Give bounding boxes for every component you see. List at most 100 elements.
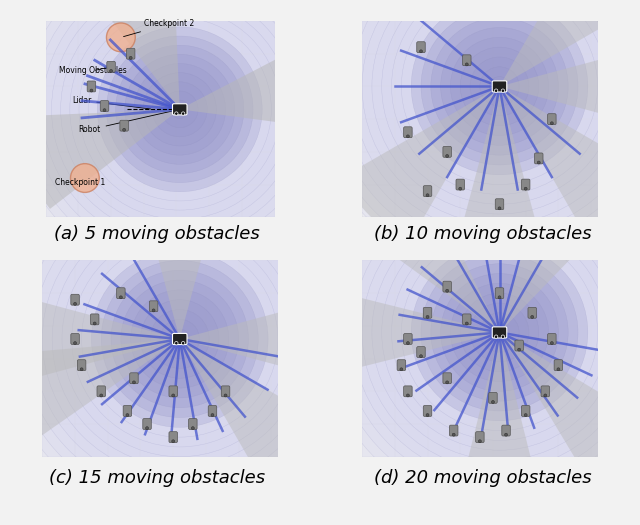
Text: Robot: Robot xyxy=(78,110,177,134)
FancyBboxPatch shape xyxy=(173,333,187,344)
FancyBboxPatch shape xyxy=(71,295,79,305)
Circle shape xyxy=(160,319,200,359)
Circle shape xyxy=(42,202,317,476)
Circle shape xyxy=(70,164,99,193)
Circle shape xyxy=(352,185,640,480)
Circle shape xyxy=(524,414,527,416)
Circle shape xyxy=(419,355,422,358)
Circle shape xyxy=(401,0,598,185)
Circle shape xyxy=(470,57,529,116)
Circle shape xyxy=(445,289,449,292)
Circle shape xyxy=(303,0,640,282)
Circle shape xyxy=(74,302,77,306)
Circle shape xyxy=(70,0,290,219)
Circle shape xyxy=(440,274,558,391)
Wedge shape xyxy=(180,34,343,131)
Circle shape xyxy=(33,192,327,486)
Circle shape xyxy=(175,112,178,116)
Circle shape xyxy=(421,254,578,411)
Circle shape xyxy=(440,27,558,145)
Circle shape xyxy=(72,231,288,447)
Circle shape xyxy=(431,18,568,155)
FancyBboxPatch shape xyxy=(127,48,135,59)
Circle shape xyxy=(303,136,640,525)
Circle shape xyxy=(538,161,540,164)
Circle shape xyxy=(333,165,640,499)
FancyBboxPatch shape xyxy=(534,153,543,164)
Circle shape xyxy=(452,433,455,436)
FancyBboxPatch shape xyxy=(548,114,556,124)
Circle shape xyxy=(145,427,148,429)
Circle shape xyxy=(82,241,278,437)
Text: (c) 15 moving obstacles: (c) 15 moving obstacles xyxy=(49,469,265,487)
Circle shape xyxy=(381,0,617,204)
Text: (d) 20 moving obstacles: (d) 20 moving obstacles xyxy=(374,469,592,487)
Circle shape xyxy=(6,0,354,284)
Circle shape xyxy=(103,109,106,112)
Circle shape xyxy=(362,0,637,224)
Circle shape xyxy=(126,414,129,416)
Wedge shape xyxy=(0,339,180,444)
Circle shape xyxy=(518,348,520,351)
Circle shape xyxy=(480,313,519,352)
Circle shape xyxy=(0,152,366,525)
Circle shape xyxy=(100,394,102,397)
Circle shape xyxy=(88,18,271,201)
Circle shape xyxy=(426,194,429,197)
Circle shape xyxy=(132,381,136,384)
FancyBboxPatch shape xyxy=(90,314,99,325)
Circle shape xyxy=(401,234,598,430)
FancyBboxPatch shape xyxy=(130,373,138,384)
Wedge shape xyxy=(80,0,180,109)
Circle shape xyxy=(524,187,527,190)
Wedge shape xyxy=(499,0,640,87)
Text: Lidar: Lidar xyxy=(72,96,151,109)
Circle shape xyxy=(170,329,189,349)
FancyBboxPatch shape xyxy=(515,340,524,351)
Circle shape xyxy=(0,143,376,525)
FancyBboxPatch shape xyxy=(169,432,177,443)
Wedge shape xyxy=(455,332,544,516)
Circle shape xyxy=(0,0,363,292)
Circle shape xyxy=(465,322,468,325)
Circle shape xyxy=(15,0,344,274)
Wedge shape xyxy=(180,339,339,498)
Circle shape xyxy=(80,368,83,371)
Circle shape xyxy=(62,221,298,457)
FancyBboxPatch shape xyxy=(423,405,432,416)
Circle shape xyxy=(362,195,637,470)
Circle shape xyxy=(24,0,335,265)
FancyBboxPatch shape xyxy=(548,333,556,344)
Circle shape xyxy=(544,394,547,397)
Circle shape xyxy=(211,414,214,416)
Circle shape xyxy=(421,8,578,165)
Circle shape xyxy=(342,175,640,489)
FancyBboxPatch shape xyxy=(443,146,451,158)
FancyBboxPatch shape xyxy=(463,314,471,325)
Circle shape xyxy=(61,0,299,228)
Circle shape xyxy=(182,342,185,345)
Circle shape xyxy=(74,342,77,344)
Circle shape xyxy=(42,0,317,247)
Circle shape xyxy=(116,45,244,173)
Circle shape xyxy=(313,146,640,519)
Wedge shape xyxy=(0,291,180,386)
Circle shape xyxy=(400,368,403,371)
Circle shape xyxy=(93,322,96,325)
Circle shape xyxy=(406,394,410,397)
Circle shape xyxy=(465,63,468,66)
Circle shape xyxy=(550,122,554,125)
FancyBboxPatch shape xyxy=(495,199,504,209)
Circle shape xyxy=(490,323,509,342)
Circle shape xyxy=(498,207,501,210)
Circle shape xyxy=(106,36,253,183)
Circle shape xyxy=(411,0,588,175)
FancyBboxPatch shape xyxy=(489,392,497,403)
Circle shape xyxy=(152,82,207,137)
Circle shape xyxy=(411,244,588,421)
Circle shape xyxy=(152,309,155,312)
Circle shape xyxy=(172,394,175,397)
Circle shape xyxy=(557,368,560,371)
FancyBboxPatch shape xyxy=(404,386,412,397)
FancyBboxPatch shape xyxy=(522,179,530,190)
